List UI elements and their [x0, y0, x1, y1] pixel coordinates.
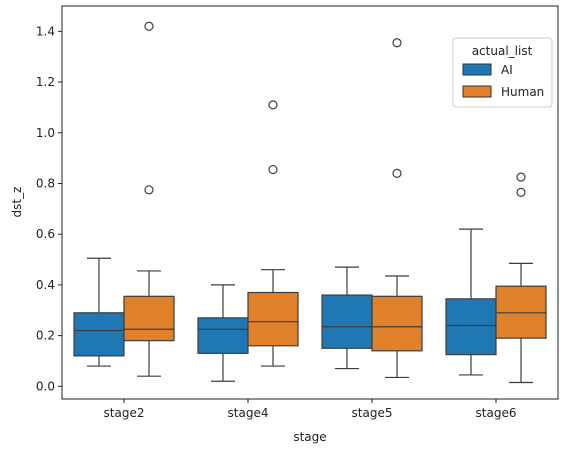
y-axis-label: dst_z — [10, 187, 24, 218]
box-series — [73, 21, 547, 384]
x-axis-label: stage — [293, 430, 326, 444]
outlier-point — [268, 164, 278, 175]
box-ai-stage2 — [73, 257, 125, 367]
legend: actual_list AI Human — [452, 37, 553, 108]
box-human-stage6 — [495, 172, 547, 384]
box-human-stage2 — [123, 21, 175, 377]
x-tick-label: stage4 — [228, 406, 269, 420]
box-iqr — [197, 317, 249, 354]
legend-swatch-human — [462, 85, 492, 98]
legend-label-ai: AI — [501, 63, 513, 77]
x-axis-ticks: stage2 stage4 stage5 stage6 — [104, 399, 517, 420]
box-iqr — [247, 291, 299, 347]
box-iqr — [73, 312, 125, 357]
y-tick-label: 0.6 — [36, 227, 55, 241]
box-iqr — [495, 285, 547, 339]
legend-swatch-ai — [462, 63, 492, 76]
y-tick-label: 1.0 — [36, 126, 55, 140]
y-tick-label: 1.4 — [36, 24, 55, 38]
outlier-point — [144, 185, 154, 195]
box-iqr — [123, 295, 175, 342]
box-ai-stage4 — [197, 284, 249, 382]
x-tick-label: stage5 — [352, 406, 393, 420]
box-iqr — [371, 295, 423, 352]
box-human-stage5 — [371, 38, 423, 379]
outlier-point — [392, 38, 402, 48]
box-ai-stage5 — [321, 266, 373, 370]
x-tick-label: stage2 — [104, 406, 145, 420]
y-tick-label: 0.8 — [36, 176, 55, 190]
x-tick-label: stage6 — [476, 406, 517, 420]
box-iqr — [445, 298, 497, 356]
y-tick-label: 0.0 — [36, 379, 55, 393]
outlier-point — [392, 168, 402, 178]
box-human-stage4 — [247, 100, 299, 367]
y-axis-ticks: 0.0 0.2 0.4 0.6 0.8 1.0 1.2 1.4 — [36, 24, 62, 393]
y-tick-label: 0.2 — [36, 329, 55, 343]
legend-title: actual_list — [472, 44, 533, 58]
y-tick-label: 0.4 — [36, 278, 55, 292]
outlier-point — [516, 172, 526, 182]
outlier-point — [268, 100, 278, 110]
outlier-point — [144, 21, 154, 31]
box-iqr — [321, 294, 373, 349]
box-ai-stage6 — [445, 228, 497, 376]
outlier-point — [516, 187, 526, 197]
legend-label-human: Human — [501, 85, 544, 99]
y-tick-label: 1.2 — [36, 75, 55, 89]
